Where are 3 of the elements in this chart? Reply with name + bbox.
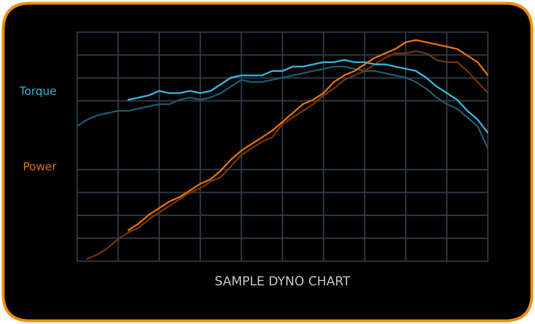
text: Torque (19, 86, 56, 98)
text: Power (24, 162, 56, 170)
text: SAMPLE DYNO CHART (215, 276, 350, 286)
